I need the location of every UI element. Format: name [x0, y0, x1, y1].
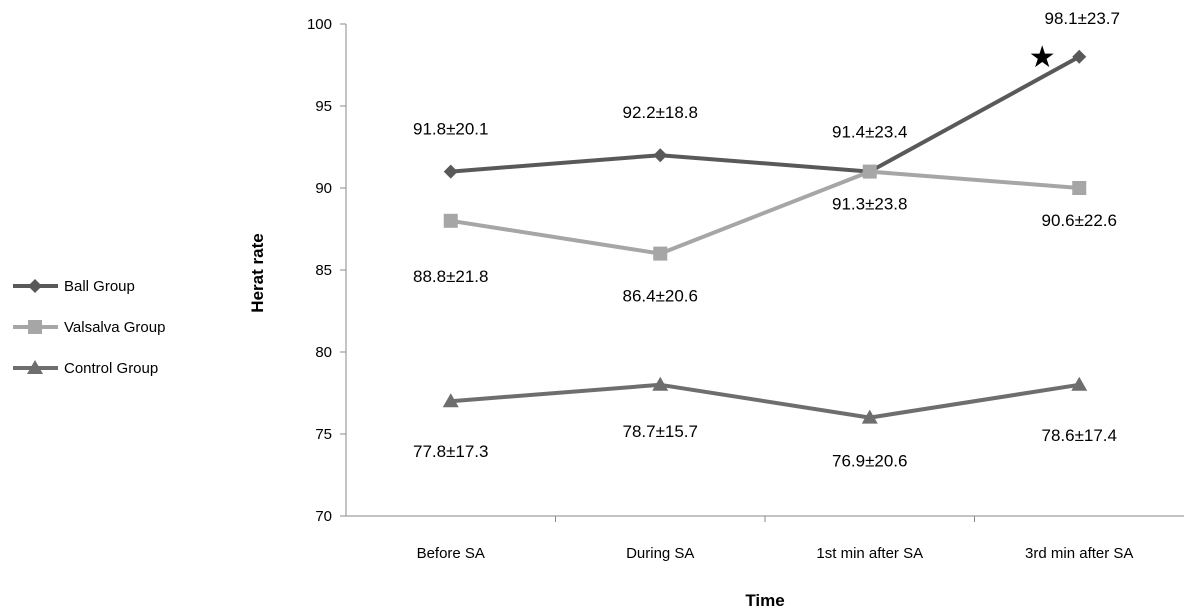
data-label: 92.2±18.8 [622, 103, 698, 122]
series-valsalva-group [443, 164, 1087, 261]
data-label: 78.6±17.4 [1041, 426, 1117, 445]
data-label: 90.6±22.6 [1041, 211, 1117, 230]
x-tick-label: During SA [626, 545, 694, 562]
legend-label: Control Group [64, 360, 158, 377]
data-point [443, 213, 458, 228]
x-tick-label: 3rd min after SA [1025, 545, 1133, 562]
series-line [450, 382, 1080, 420]
legend-item: Valsalva Group [13, 319, 165, 336]
data-point [1072, 181, 1087, 195]
series-line [450, 55, 1081, 174]
data-point [652, 376, 669, 391]
y-tick-label: 80 [315, 344, 332, 361]
legend-marker [28, 320, 42, 334]
y-tick-label: 75 [315, 426, 332, 443]
y-tick-label: 70 [315, 508, 332, 525]
series-control-group [442, 376, 1088, 424]
x-tick-label: 1st min after SA [816, 545, 923, 562]
series-layer [442, 49, 1088, 424]
axes: 70 75 80 85 90 95 100 Before SA During SA 1st mi… [307, 16, 1184, 562]
legend-label: Valsalva Group [64, 319, 165, 336]
legend-marker [27, 360, 43, 374]
legend-label: Ball Group [64, 278, 135, 295]
y-axis-title: Herat rate [248, 233, 267, 312]
data-point [1072, 49, 1087, 64]
y-tick-label: 100 [307, 16, 332, 33]
legend-item: Control Group [13, 360, 158, 377]
y-tick-label: 90 [315, 180, 332, 197]
data-label: 91.3±23.8 [832, 195, 908, 214]
data-point [862, 164, 877, 179]
y-tick-label: 95 [315, 98, 332, 115]
data-point [443, 164, 458, 179]
data-label: 88.8±21.8 [413, 267, 489, 286]
x-axis-ticks: Before SA During SA 1st min after SA 3rd mi… [417, 516, 1133, 562]
data-point [653, 148, 668, 163]
data-label: 77.8±17.3 [413, 442, 489, 461]
x-axis-title: Time [745, 591, 784, 610]
series-ball-group [443, 49, 1087, 179]
data-label: 86.4±20.6 [622, 287, 698, 306]
star-annotation: ★ [1029, 40, 1056, 75]
data-point [653, 246, 668, 261]
series-line [450, 169, 1080, 256]
legend-item: Ball Group [13, 278, 135, 295]
data-labels: 91.8±20.1 92.2±18.8 91.4±23.4 98.1±23.7 88.8… [413, 9, 1120, 471]
data-point [861, 409, 878, 424]
legend: Ball Group Valsalva Group Control Group [13, 278, 165, 377]
legend-marker [28, 279, 42, 293]
data-point [1071, 376, 1088, 391]
data-point [442, 393, 459, 408]
data-label: 78.7±15.7 [622, 422, 698, 441]
data-label: 91.8±20.1 [413, 120, 489, 139]
data-label: 91.4±23.4 [832, 123, 908, 142]
data-label: 98.1±23.7 [1044, 9, 1120, 28]
y-axis-ticks: 70 75 80 85 90 95 100 [307, 16, 346, 525]
y-tick-label: 85 [315, 262, 332, 279]
x-tick-label: Before SA [417, 545, 485, 562]
data-label: 76.9±20.6 [832, 452, 908, 471]
